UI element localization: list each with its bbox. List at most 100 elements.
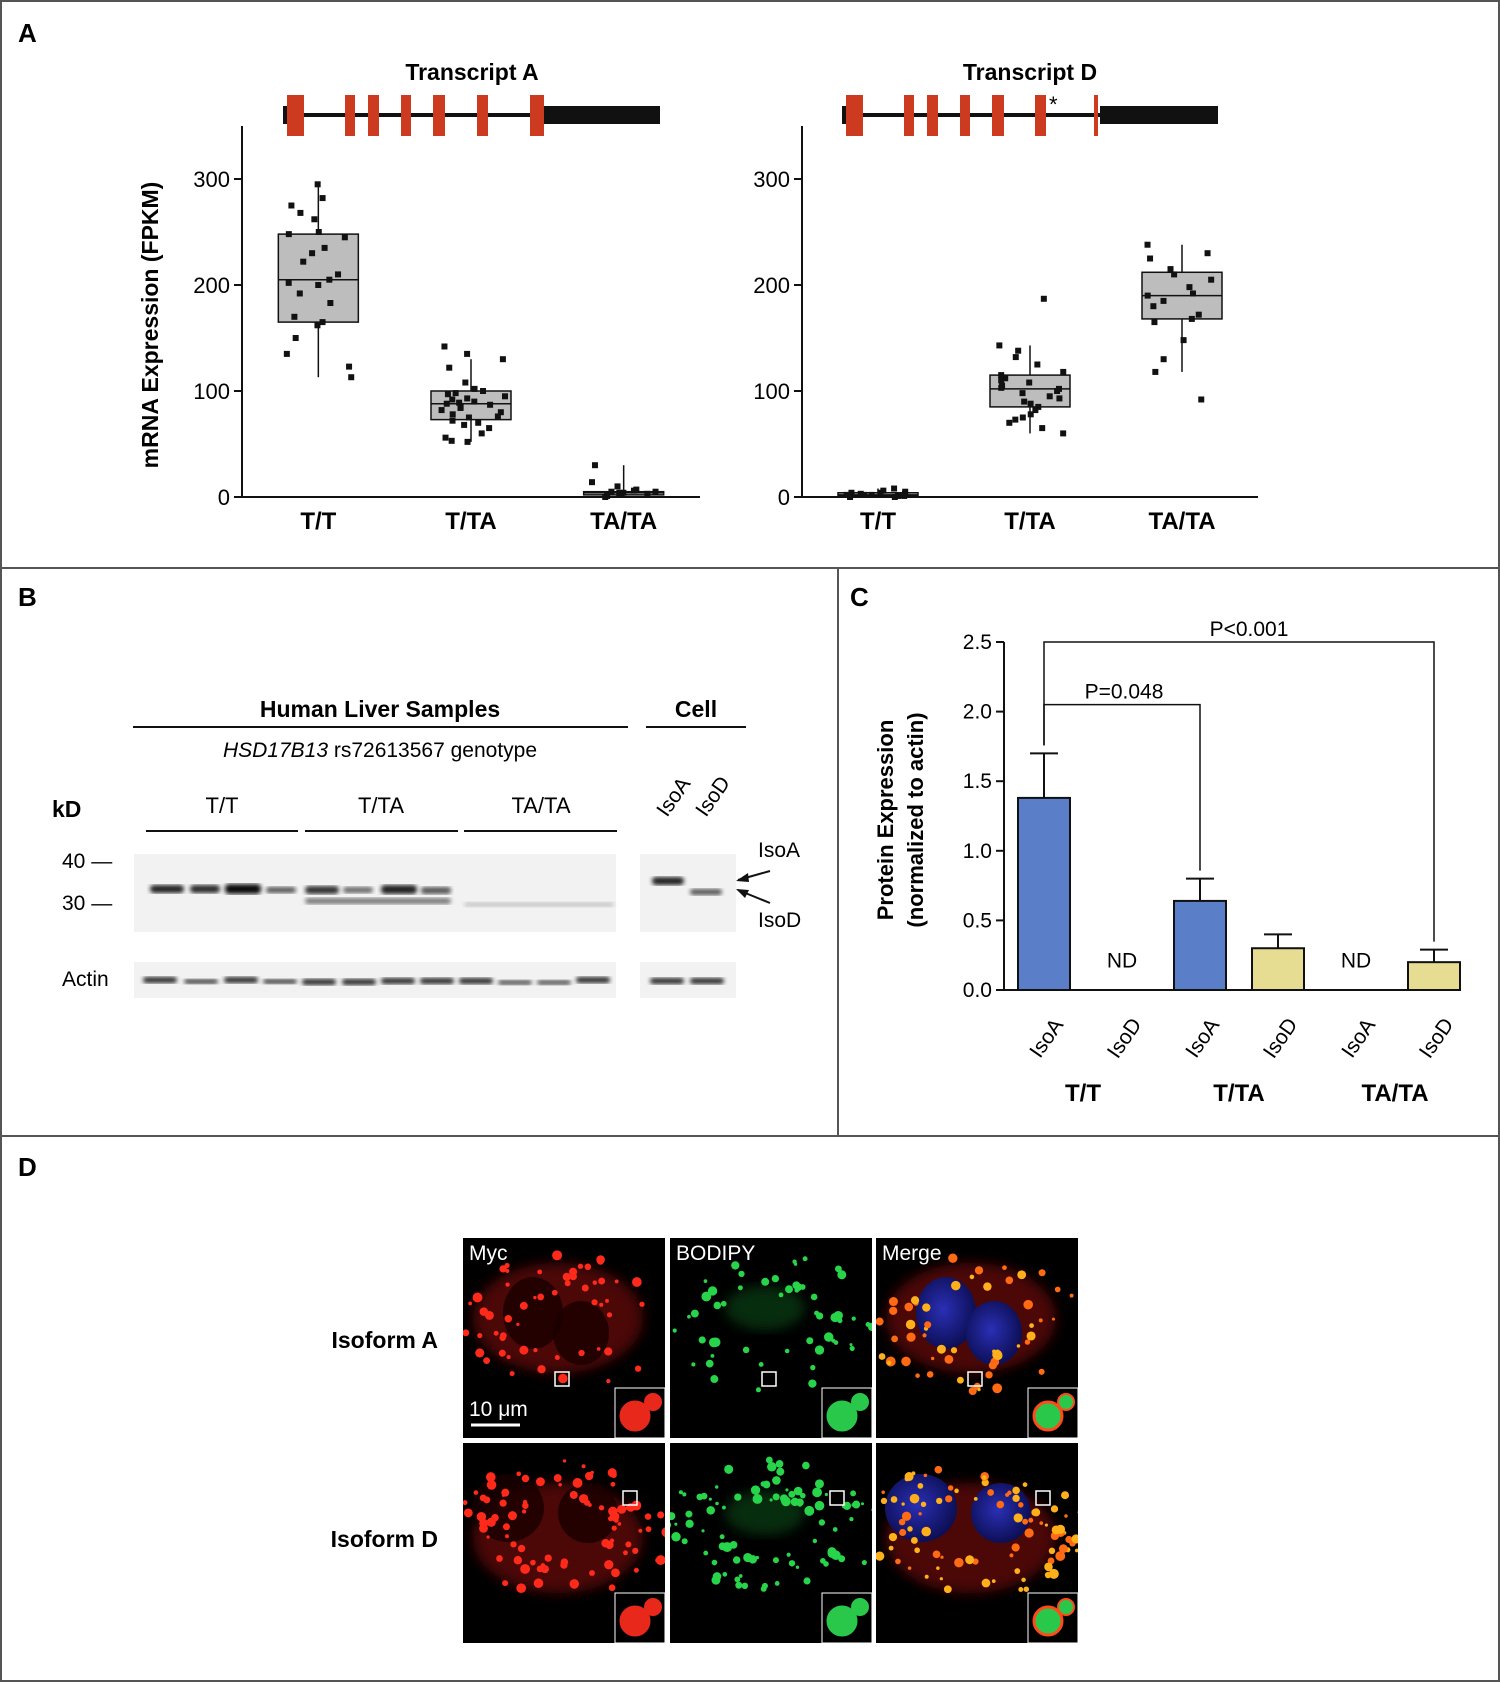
data-point bbox=[847, 494, 854, 500]
lipid-droplet bbox=[830, 1312, 840, 1323]
lipid-droplet bbox=[776, 1467, 785, 1476]
data-point bbox=[300, 258, 307, 265]
inset-droplet bbox=[1057, 1598, 1075, 1616]
lipid-droplet bbox=[703, 1279, 708, 1283]
data-point bbox=[1151, 319, 1158, 326]
y-tick-label: 2.0 bbox=[963, 701, 992, 724]
data-point bbox=[1150, 303, 1157, 310]
region-of-interest-box bbox=[967, 1371, 983, 1387]
lipid-droplet bbox=[1061, 1491, 1070, 1500]
lipid-droplet bbox=[1009, 1553, 1014, 1558]
micrograph-content bbox=[463, 1250, 645, 1384]
data-point bbox=[291, 313, 298, 320]
lipid-droplet bbox=[917, 1483, 924, 1489]
lipid-droplet bbox=[519, 1345, 529, 1355]
band-isod bbox=[305, 898, 451, 904]
lipid-droplet bbox=[888, 1545, 894, 1551]
lipid-droplet bbox=[606, 1312, 613, 1318]
micrograph-content bbox=[876, 1253, 1074, 1396]
band bbox=[421, 887, 451, 894]
y-tick-label: 0.5 bbox=[963, 909, 992, 932]
x-category-label: T/TA bbox=[445, 508, 497, 535]
data-point bbox=[319, 319, 326, 326]
exon bbox=[345, 95, 355, 136]
lipid-droplet bbox=[876, 1551, 885, 1561]
lipid-droplet bbox=[932, 1550, 941, 1559]
data-point bbox=[1026, 379, 1033, 386]
lipid-droplet bbox=[729, 1541, 738, 1549]
lipid-droplet bbox=[1022, 1482, 1028, 1487]
lipid-droplet bbox=[537, 1269, 543, 1275]
x-category-label: T/T bbox=[860, 508, 896, 535]
genotype-label-tta: T/TA bbox=[358, 793, 404, 818]
data-point bbox=[446, 364, 453, 371]
micrograph-bodipy-row1: BODIPY bbox=[670, 1238, 873, 1439]
lipid-droplet bbox=[820, 1558, 826, 1564]
lipid-droplet bbox=[944, 1354, 954, 1364]
lipid-droplet bbox=[786, 1552, 791, 1557]
data-point bbox=[895, 492, 902, 499]
lipid-droplet bbox=[645, 1526, 652, 1533]
lipid-droplet bbox=[785, 1488, 789, 1492]
y-tick-label: 300 bbox=[193, 167, 230, 192]
lipid-droplet bbox=[1024, 1528, 1034, 1538]
lipid-droplet bbox=[772, 1493, 780, 1501]
lipid-droplet bbox=[581, 1464, 586, 1469]
y-axis-label-line2: (normalized to actin) bbox=[903, 712, 928, 927]
cell-lane-isoa: IsoA bbox=[652, 773, 695, 821]
band bbox=[184, 979, 218, 984]
lipid-droplet bbox=[1055, 1551, 1066, 1562]
lipid-droplet bbox=[578, 1349, 585, 1357]
data-point bbox=[348, 374, 355, 381]
lipid-droplet bbox=[560, 1561, 568, 1569]
lipid-droplet bbox=[610, 1481, 616, 1487]
not-detected-label: ND bbox=[1107, 949, 1137, 972]
exon bbox=[992, 95, 1004, 136]
data-point bbox=[614, 483, 621, 490]
lipid-droplet bbox=[732, 1556, 741, 1564]
lipid-droplet bbox=[498, 1349, 506, 1357]
lipid-droplet bbox=[551, 1289, 558, 1296]
data-point bbox=[861, 491, 868, 498]
x-tick-label: IsoA bbox=[1337, 1014, 1380, 1062]
lipid-droplet bbox=[750, 1485, 761, 1495]
lipid-droplet bbox=[670, 1512, 676, 1521]
data-point bbox=[1015, 347, 1022, 354]
inset-droplet bbox=[644, 1598, 662, 1616]
genotype-label-tata: TA/TA bbox=[511, 793, 570, 818]
data-point bbox=[283, 350, 290, 357]
lipid-droplet bbox=[522, 1502, 529, 1509]
lipid-droplet bbox=[536, 1565, 544, 1573]
lipid-droplet bbox=[617, 1504, 627, 1514]
lipid-droplet bbox=[802, 1461, 810, 1470]
band bbox=[381, 978, 415, 984]
lipid-droplet bbox=[655, 1555, 665, 1566]
lipid-droplet bbox=[775, 1460, 784, 1468]
lipid-droplet bbox=[577, 1263, 584, 1269]
lipid-droplet bbox=[904, 1472, 914, 1482]
row-label-isoform-d: Isoform D bbox=[331, 1526, 438, 1552]
lipid-droplet bbox=[1018, 1587, 1024, 1592]
lipid-droplet bbox=[724, 1464, 734, 1474]
lipid-droplet bbox=[974, 1266, 984, 1275]
band bbox=[420, 978, 454, 984]
lipid-droplet bbox=[905, 1319, 916, 1330]
lipid-droplet bbox=[516, 1471, 522, 1477]
bar bbox=[1017, 796, 1071, 991]
lipid-droplet bbox=[1048, 1547, 1056, 1555]
lipid-droplet bbox=[907, 1566, 912, 1570]
lipid-droplet bbox=[849, 1517, 854, 1522]
lipid-droplet bbox=[1011, 1543, 1020, 1552]
lipid-droplet bbox=[608, 1584, 616, 1592]
lipid-droplet bbox=[485, 1472, 496, 1482]
lipid-droplet bbox=[483, 1357, 491, 1365]
panel-c: Protein Expression (normalized to actin)… bbox=[873, 618, 1461, 1107]
data-point bbox=[1188, 315, 1195, 322]
arrow-label-isod: IsoD bbox=[758, 909, 801, 932]
lipid-droplet bbox=[1051, 1317, 1055, 1321]
gene-structure-transcript-a bbox=[283, 95, 660, 136]
bar bbox=[1173, 899, 1227, 991]
lipid-droplet bbox=[499, 1265, 507, 1273]
lipid-droplet bbox=[918, 1512, 922, 1516]
lipid-droplet bbox=[501, 1488, 510, 1497]
